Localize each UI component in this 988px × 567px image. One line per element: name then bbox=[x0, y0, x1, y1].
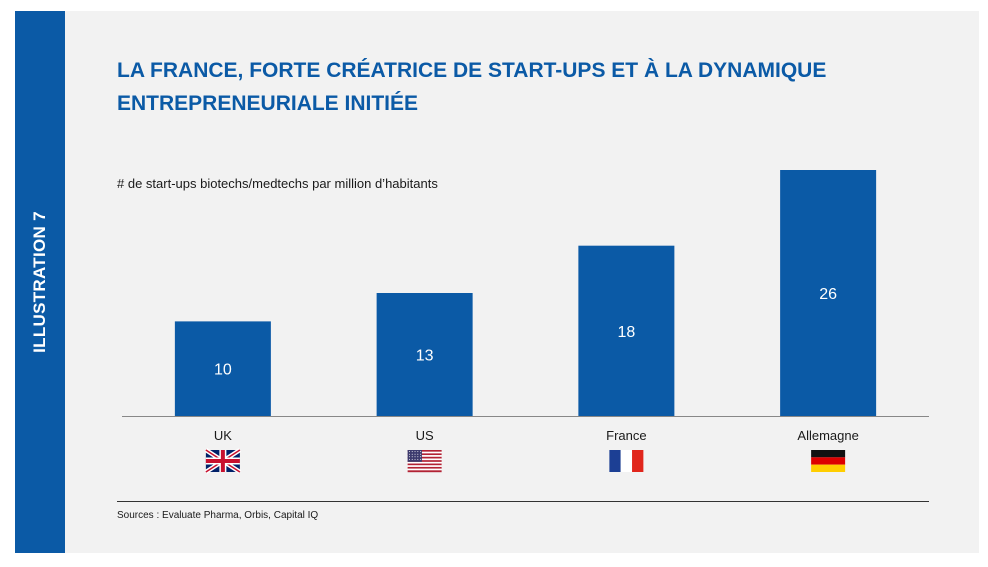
category-label: UK bbox=[214, 428, 232, 443]
germany-flag-icon bbox=[811, 450, 846, 472]
category-label: US bbox=[416, 428, 434, 443]
france-flag-icon bbox=[609, 450, 644, 472]
bar-france bbox=[578, 245, 675, 416]
bar-value-label: 26 bbox=[819, 286, 837, 303]
bar-value-label: 18 bbox=[617, 324, 635, 341]
chart-title: LA FRANCE, FORTE CRÉATRICE DE START-UPS … bbox=[117, 59, 827, 115]
bar-allemagne bbox=[780, 170, 877, 416]
bar-value-label: 10 bbox=[214, 362, 232, 379]
source-note: Sources : Evaluate Pharma, Orbis, Capita… bbox=[117, 510, 319, 521]
footer-divider bbox=[117, 501, 929, 502]
bar-value-label: 13 bbox=[416, 348, 434, 365]
bar-us bbox=[376, 293, 473, 416]
chart-subtitle: # de start-ups biotechs/medtechs par mil… bbox=[117, 176, 438, 191]
us-flag-icon bbox=[407, 450, 442, 473]
bar-uk bbox=[174, 321, 271, 416]
category-label: Allemagne bbox=[797, 428, 858, 443]
uk-flag-icon bbox=[204, 448, 242, 474]
illustration-band bbox=[15, 11, 65, 553]
category-label: France bbox=[606, 428, 646, 443]
